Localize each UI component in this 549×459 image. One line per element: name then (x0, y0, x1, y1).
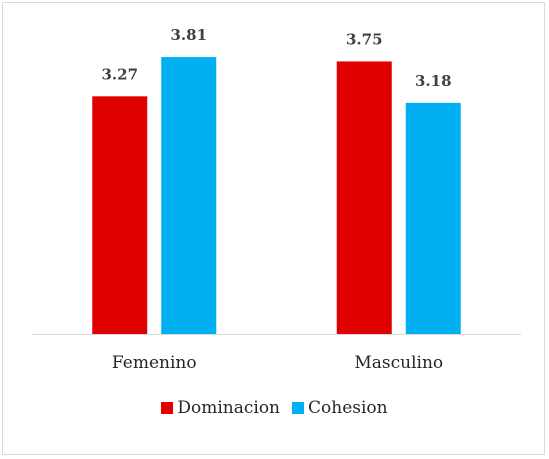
category-label-femenino: Femenino (112, 353, 197, 373)
bar-dominacion-femenino (92, 96, 148, 334)
legend-label-cohesion: Cohesion (308, 398, 388, 418)
value-label-dominacion-masculino: 3.75 (346, 30, 383, 48)
legend-item-dominacion: Dominacion (161, 398, 280, 418)
legend-label-dominacion: Dominacion (177, 398, 281, 418)
bar-dominacion-masculino (336, 61, 392, 334)
legend-swatch-cohesion (292, 402, 305, 414)
value-label-cohesion-masculino: 3.18 (415, 72, 452, 90)
legend-swatch-dominacion (161, 402, 174, 414)
value-label-cohesion-femenino: 3.81 (170, 26, 207, 44)
bar-cohesion-femenino (161, 57, 217, 334)
legend-item-cohesion: Cohesion (292, 398, 388, 418)
value-label-dominacion-femenino: 3.27 (101, 65, 138, 83)
category-labels-layer: Femenino Masculino (112, 353, 443, 373)
bar-cohesion-masculino (405, 102, 461, 335)
value-labels-layer: 3.27 3.81 3.75 3.18 (101, 26, 451, 90)
bars-layer (92, 57, 461, 335)
legend: Dominacion Cohesion (0, 398, 549, 418)
category-label-masculino: Masculino (354, 353, 443, 373)
